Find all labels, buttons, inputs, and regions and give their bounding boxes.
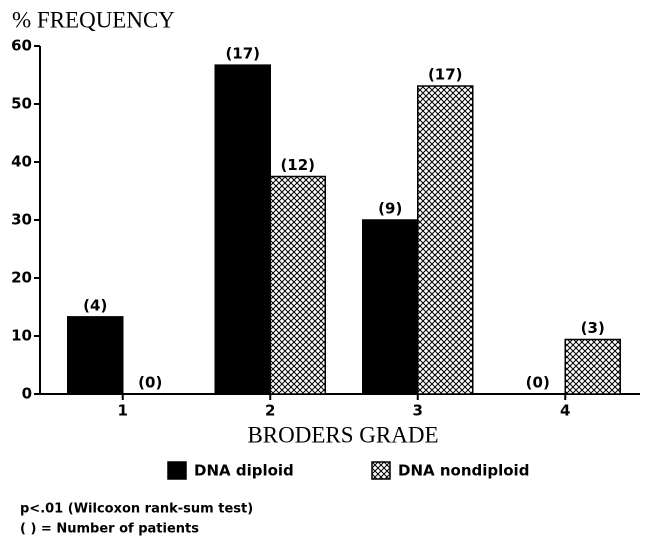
bar: [269, 175, 326, 395]
bar: [417, 85, 474, 395]
x-tick-label: 4: [560, 402, 570, 420]
x-tick-label: 2: [265, 402, 275, 420]
data-label: (17): [428, 66, 463, 84]
y-tick-label: 60: [11, 37, 32, 55]
y-tick-label: 30: [11, 211, 32, 229]
bar: [564, 338, 621, 395]
note: p<.01 (Wilcoxon rank-sum test): [20, 502, 253, 517]
data-label: (9): [378, 200, 402, 218]
y-tick-label: 20: [11, 269, 32, 287]
data-label: (3): [581, 319, 605, 337]
bar: [362, 219, 419, 395]
y-tick-label: 50: [11, 95, 32, 113]
x-tick-label: 1: [118, 402, 128, 420]
y-tick-label: 0: [22, 385, 32, 403]
x-tick-label: 3: [413, 402, 423, 420]
legend-swatch: [167, 461, 187, 480]
bar: [214, 64, 271, 395]
chart-title: % FREQUENCY: [12, 7, 175, 32]
note: ( ) = Number of patients: [20, 522, 199, 537]
y-tick-label: 10: [11, 327, 32, 345]
legend-label: DNA diploid: [194, 462, 294, 480]
data-label: (17): [225, 45, 260, 63]
x-axis-label: BRODERS GRADE: [247, 422, 438, 447]
y-tick-label: 40: [11, 153, 32, 171]
bar: [67, 316, 124, 395]
legend-swatch: [371, 461, 391, 480]
data-label: (12): [280, 156, 315, 174]
data-label: (4): [83, 296, 107, 314]
data-label: (0): [526, 374, 550, 392]
legend-label: DNA nondiploid: [398, 462, 529, 480]
data-label: (0): [138, 374, 162, 392]
